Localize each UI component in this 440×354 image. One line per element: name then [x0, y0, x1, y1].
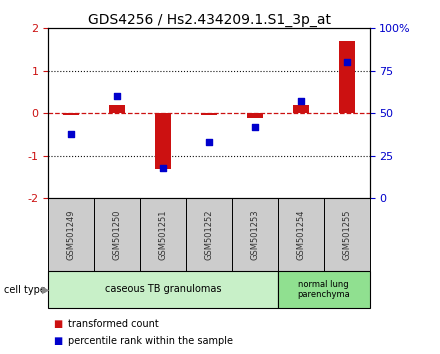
- Bar: [140, 198, 186, 271]
- Point: [297, 98, 304, 104]
- Bar: [186, 198, 232, 271]
- Bar: [63, 113, 79, 115]
- Text: GSM501250: GSM501250: [113, 209, 122, 260]
- Text: GSM501249: GSM501249: [67, 209, 76, 260]
- Text: percentile rank within the sample: percentile rank within the sample: [68, 336, 233, 346]
- Bar: [293, 105, 309, 113]
- Point: [205, 139, 213, 145]
- Point: [160, 165, 167, 171]
- Bar: [201, 113, 217, 115]
- Text: caseous TB granulomas: caseous TB granulomas: [105, 284, 221, 295]
- Text: normal lung
parenchyma: normal lung parenchyma: [297, 280, 350, 299]
- Text: GSM501252: GSM501252: [205, 209, 213, 260]
- Text: GSM501251: GSM501251: [158, 209, 168, 260]
- Bar: [278, 198, 324, 271]
- Bar: [232, 198, 278, 271]
- Text: ■: ■: [53, 319, 62, 329]
- Point: [68, 131, 75, 137]
- Bar: [155, 113, 171, 169]
- Text: GSM501254: GSM501254: [296, 209, 305, 260]
- Text: GSM501253: GSM501253: [250, 209, 260, 260]
- Bar: [339, 41, 355, 113]
- Bar: [48, 271, 278, 308]
- Point: [343, 59, 350, 65]
- Text: ▶: ▶: [42, 285, 49, 295]
- Point: [251, 124, 258, 130]
- Point: [114, 93, 121, 99]
- Bar: [48, 198, 94, 271]
- Text: cell type: cell type: [4, 285, 46, 295]
- Text: GSM501255: GSM501255: [342, 209, 351, 260]
- Bar: [324, 198, 370, 271]
- Bar: [278, 271, 370, 308]
- Bar: [109, 105, 125, 113]
- Text: transformed count: transformed count: [68, 319, 159, 329]
- Title: GDS4256 / Hs2.434209.1.S1_3p_at: GDS4256 / Hs2.434209.1.S1_3p_at: [88, 13, 330, 27]
- Bar: [94, 198, 140, 271]
- Bar: [247, 113, 263, 118]
- Text: ■: ■: [53, 336, 62, 346]
